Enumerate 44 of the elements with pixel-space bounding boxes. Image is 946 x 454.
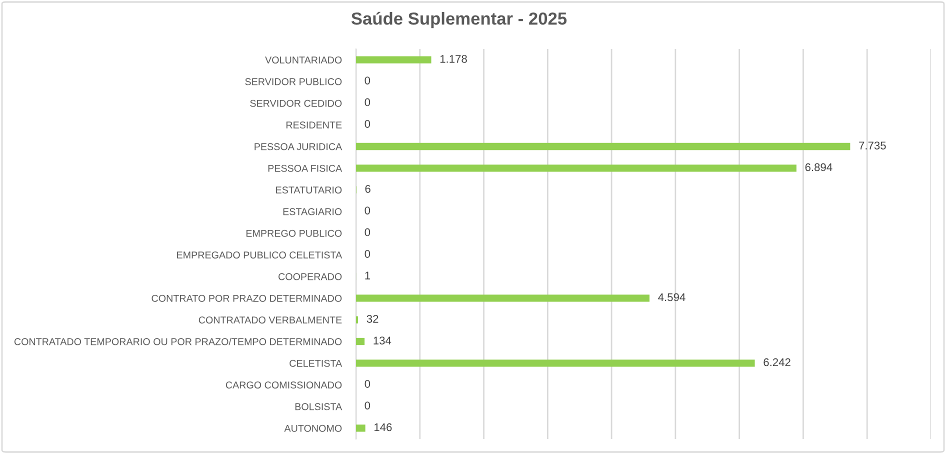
y-tick-label: BOLSISTA [295,403,342,410]
data-label: 0 [364,120,370,128]
data-label: 146 [374,423,392,432]
y-tick-label: ESTAGIARIO [283,208,342,216]
bar [356,338,365,346]
data-label: 32 [366,314,378,323]
data-label: 6 [365,184,370,193]
data-label: 134 [374,336,392,344]
y-tick-label: CELETISTA [290,360,342,367]
y-tick-label: SERVIDOR PUBLICO [245,78,342,86]
y-tick-label: EMPREGADO PUBLICO CELETISTA [177,252,342,259]
data-label: 6.894 [805,163,832,172]
data-label: 0 [364,402,370,410]
bar [356,56,432,64]
chart-title: Saúde Suplementar - 2025 [351,12,567,28]
data-label: 4.594 [658,293,686,302]
y-tick-label: CONTRATO POR PRAZO DETERMINADO [152,294,342,302]
y-tick-label: ESTATUTARIO [276,186,342,194]
y-tick-label: VOLUNTARIADO [265,56,342,64]
y-tick-label: CARGO COMISSIONADO [226,382,342,389]
y-tick-label: COOPERADO [278,273,342,280]
data-label: 0 [364,76,370,84]
y-tick-label: SERVIDOR CEDIDO [250,100,342,107]
y-tick-label: EMPREGO PUBLICO [246,230,342,237]
y-tick-label: CONTRATADO TEMPORARIO OU POR PRAZO/TEMPO DETERMINADO [14,338,342,346]
data-label: 0 [364,206,370,214]
bar [356,294,650,302]
data-label: 6.242 [764,358,790,366]
data-label: 1.178 [440,54,467,63]
bar [356,164,796,172]
y-tick-label: AUTONOMO [284,424,342,432]
y-tick-label: CONTRATADO VERBALMENTE [198,316,342,324]
y-tick-label: PESSOA FISICA [268,164,342,172]
bar [356,142,850,150]
data-label: 0 [364,380,370,388]
data-label: 0 [364,98,370,106]
bar [356,360,755,367]
data-label: 1 [365,272,370,280]
y-tick-label: RESIDENTE [286,122,342,129]
y-tick-label: PESSOA JURIDICA [254,143,342,150]
bar [356,424,366,432]
data-label: 0 [364,228,370,236]
data-label: 0 [364,250,370,258]
data-label: 7.735 [859,142,886,150]
